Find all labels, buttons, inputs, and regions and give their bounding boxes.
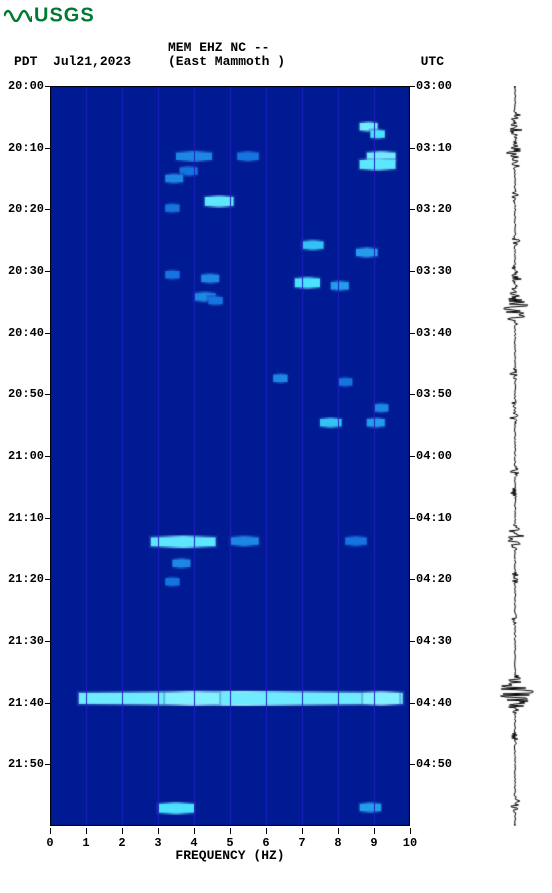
header-left: PDT Jul21,2023	[14, 54, 131, 69]
y-tick-right	[410, 518, 415, 519]
y-label-left: 21:20	[8, 572, 44, 586]
y-axis-right-utc: 03:0003:1003:2003:3003:4003:5004:0004:10…	[410, 86, 470, 826]
x-tick	[410, 828, 411, 834]
y-label-right: 04:50	[416, 757, 452, 771]
y-tick-right	[410, 641, 415, 642]
y-tick-left	[45, 333, 50, 334]
right-tz: UTC	[421, 54, 444, 69]
y-label-right: 04:40	[416, 696, 452, 710]
y-tick-left	[45, 764, 50, 765]
y-label-left: 21:50	[8, 757, 44, 771]
x-tick	[230, 828, 231, 834]
y-tick-right	[410, 209, 415, 210]
y-tick-left	[45, 703, 50, 704]
header-date: Jul21,2023	[53, 54, 131, 69]
y-label-right: 03:40	[416, 326, 452, 340]
seismogram-canvas	[490, 86, 540, 826]
y-label-left: 21:40	[8, 696, 44, 710]
y-tick-right	[410, 764, 415, 765]
x-tick	[302, 828, 303, 834]
y-label-left: 20:20	[8, 202, 44, 216]
x-tick	[194, 828, 195, 834]
y-tick-left	[45, 518, 50, 519]
x-tick	[50, 828, 51, 834]
x-axis-title: FREQUENCY (HZ)	[50, 848, 410, 863]
y-label-right: 03:30	[416, 264, 452, 278]
x-tick	[374, 828, 375, 834]
y-label-right: 03:10	[416, 141, 452, 155]
y-tick-left	[45, 86, 50, 87]
y-tick-left	[45, 209, 50, 210]
y-tick-left	[45, 579, 50, 580]
station-code: MEM EHZ NC --	[168, 40, 269, 55]
x-tick	[158, 828, 159, 834]
y-label-left: 20:10	[8, 141, 44, 155]
y-label-left: 20:30	[8, 264, 44, 278]
y-tick-right	[410, 579, 415, 580]
y-tick-left	[45, 456, 50, 457]
y-label-left: 21:30	[8, 634, 44, 648]
y-label-left: 20:50	[8, 387, 44, 401]
y-label-left: 21:10	[8, 511, 44, 525]
x-tick	[122, 828, 123, 834]
y-label-right: 04:10	[416, 511, 452, 525]
left-tz: PDT	[14, 54, 37, 69]
y-tick-right	[410, 271, 415, 272]
y-axis-left-pdt: 20:0020:1020:2020:3020:4020:5021:0021:10…	[0, 86, 50, 826]
station-name: (East Mammoth )	[168, 54, 285, 69]
usgs-logo: USGS	[4, 4, 95, 28]
y-label-right: 04:30	[416, 634, 452, 648]
y-tick-left	[45, 148, 50, 149]
usgs-wave-icon	[4, 4, 32, 28]
spectrogram-canvas	[50, 86, 410, 826]
y-label-right: 03:00	[416, 79, 452, 93]
seismogram-trace	[490, 86, 540, 826]
x-tick	[266, 828, 267, 834]
y-label-right: 03:20	[416, 202, 452, 216]
y-label-left: 20:40	[8, 326, 44, 340]
y-tick-right	[410, 148, 415, 149]
y-tick-right	[410, 333, 415, 334]
y-tick-left	[45, 641, 50, 642]
usgs-logo-text: USGS	[34, 4, 95, 26]
y-tick-right	[410, 394, 415, 395]
x-tick	[86, 828, 87, 834]
x-tick	[338, 828, 339, 834]
y-label-right: 04:20	[416, 572, 452, 586]
y-tick-right	[410, 86, 415, 87]
y-tick-right	[410, 456, 415, 457]
y-tick-left	[45, 271, 50, 272]
spectrogram-plot	[50, 86, 410, 826]
y-label-left: 21:00	[8, 449, 44, 463]
y-tick-left	[45, 394, 50, 395]
y-label-right: 03:50	[416, 387, 452, 401]
y-label-left: 20:00	[8, 79, 44, 93]
y-label-right: 04:00	[416, 449, 452, 463]
y-tick-right	[410, 703, 415, 704]
